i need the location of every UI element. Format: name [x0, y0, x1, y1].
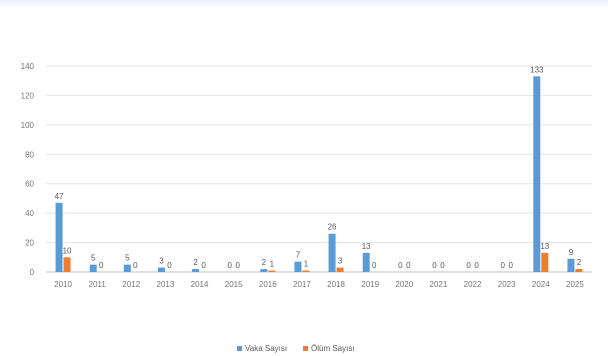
- data-label: 0: [474, 261, 479, 270]
- data-label: 0: [440, 261, 445, 270]
- bar-olum: [302, 270, 310, 272]
- data-label: 7: [296, 251, 301, 260]
- data-label: 0: [227, 261, 232, 270]
- data-label: 0: [201, 261, 206, 270]
- data-label: 2: [193, 258, 198, 267]
- data-label: 0: [406, 261, 411, 270]
- y-tick-label: 0: [30, 268, 35, 277]
- data-label: 13: [362, 242, 371, 251]
- x-tick-label: 2010: [54, 280, 72, 289]
- bar-vaka: [533, 76, 541, 272]
- data-label: 1: [270, 260, 275, 269]
- x-tick-label: 2016: [259, 280, 277, 289]
- x-tick-label: 2011: [89, 280, 107, 289]
- bar-olum: [541, 252, 549, 272]
- data-label: 0: [500, 261, 505, 270]
- x-tick-label: 2024: [532, 280, 550, 289]
- legend-swatch: [237, 346, 242, 351]
- data-label: 2: [262, 258, 267, 267]
- bar-vaka: [260, 269, 268, 272]
- y-tick-label: 80: [25, 150, 34, 159]
- x-tick-label: 2017: [293, 280, 311, 289]
- x-tick-label: 2023: [498, 280, 516, 289]
- legend-label: Ölüm Sayısı: [311, 344, 355, 353]
- bar-vaka: [362, 252, 370, 272]
- bar-vaka: [55, 202, 63, 272]
- data-label: 5: [125, 254, 130, 263]
- bar-olum: [268, 270, 276, 272]
- legend-item-olum[interactable]: Ölüm Sayısı: [303, 344, 355, 353]
- y-tick-label: 40: [25, 209, 34, 218]
- top-strip: [0, 0, 608, 8]
- data-label: 133: [530, 65, 544, 74]
- data-label: 1: [304, 260, 309, 269]
- y-axis-ticks: 0 20 40 60 80 100 120 140: [21, 62, 35, 277]
- data-label: 3: [338, 257, 343, 266]
- bar-olum: [575, 269, 583, 272]
- bar-vaka: [567, 258, 575, 272]
- y-tick-label: 20: [25, 239, 34, 248]
- y-tick-label: 60: [25, 180, 34, 189]
- data-label: 47: [55, 192, 64, 201]
- legend-swatch: [303, 346, 308, 351]
- y-tick-label: 140: [21, 62, 35, 71]
- data-label: 3: [159, 257, 164, 266]
- data-label: 0: [235, 261, 240, 270]
- x-tick-label: 2018: [327, 280, 345, 289]
- legend[interactable]: Vaka Sayısı Ölüm Sayısı: [237, 344, 355, 353]
- y-tick-label: 100: [21, 121, 35, 130]
- bar-vaka: [328, 233, 336, 272]
- data-label: 13: [540, 242, 549, 251]
- bar-olum: [63, 257, 71, 272]
- x-tick-label: 2012: [122, 280, 140, 289]
- x-tick-label: 2022: [464, 280, 482, 289]
- x-tick-label: 2013: [157, 280, 175, 289]
- data-label: 0: [432, 261, 437, 270]
- data-label: 2: [577, 258, 582, 267]
- x-tick-label: 2019: [361, 280, 379, 289]
- data-label: 0: [508, 261, 513, 270]
- bar-vaka: [192, 269, 200, 272]
- x-tick-label: 2020: [395, 280, 413, 289]
- bars: [55, 76, 583, 272]
- legend-item-vaka[interactable]: Vaka Sayısı: [237, 344, 287, 353]
- x-tick-label: 2014: [191, 280, 209, 289]
- data-label: 0: [167, 261, 172, 270]
- x-tick-label: 2021: [430, 280, 448, 289]
- data-label: 0: [398, 261, 403, 270]
- data-label: 9: [569, 248, 574, 257]
- x-axis-ticks: 2010 2011 2012 2013 2014 2015 2016 2017 2018 2019…: [54, 280, 584, 289]
- bar-olum: [336, 267, 344, 272]
- legend-label: Vaka Sayısı: [245, 344, 287, 353]
- x-tick-label: 2015: [225, 280, 243, 289]
- data-label: 26: [328, 223, 337, 232]
- data-label: 0: [372, 261, 377, 270]
- bar-vaka: [89, 264, 97, 272]
- y-tick-label: 120: [21, 91, 35, 100]
- data-label: 5: [91, 254, 96, 263]
- bar-vaka: [157, 267, 165, 272]
- x-tick-label: 2025: [566, 280, 584, 289]
- bar-vaka: [123, 264, 131, 272]
- data-label: 10: [63, 246, 72, 255]
- gridlines: [46, 65, 592, 273]
- data-label: 0: [466, 261, 471, 270]
- data-label: 0: [99, 261, 104, 270]
- data-label: 0: [133, 261, 138, 270]
- bar-vaka: [294, 261, 302, 272]
